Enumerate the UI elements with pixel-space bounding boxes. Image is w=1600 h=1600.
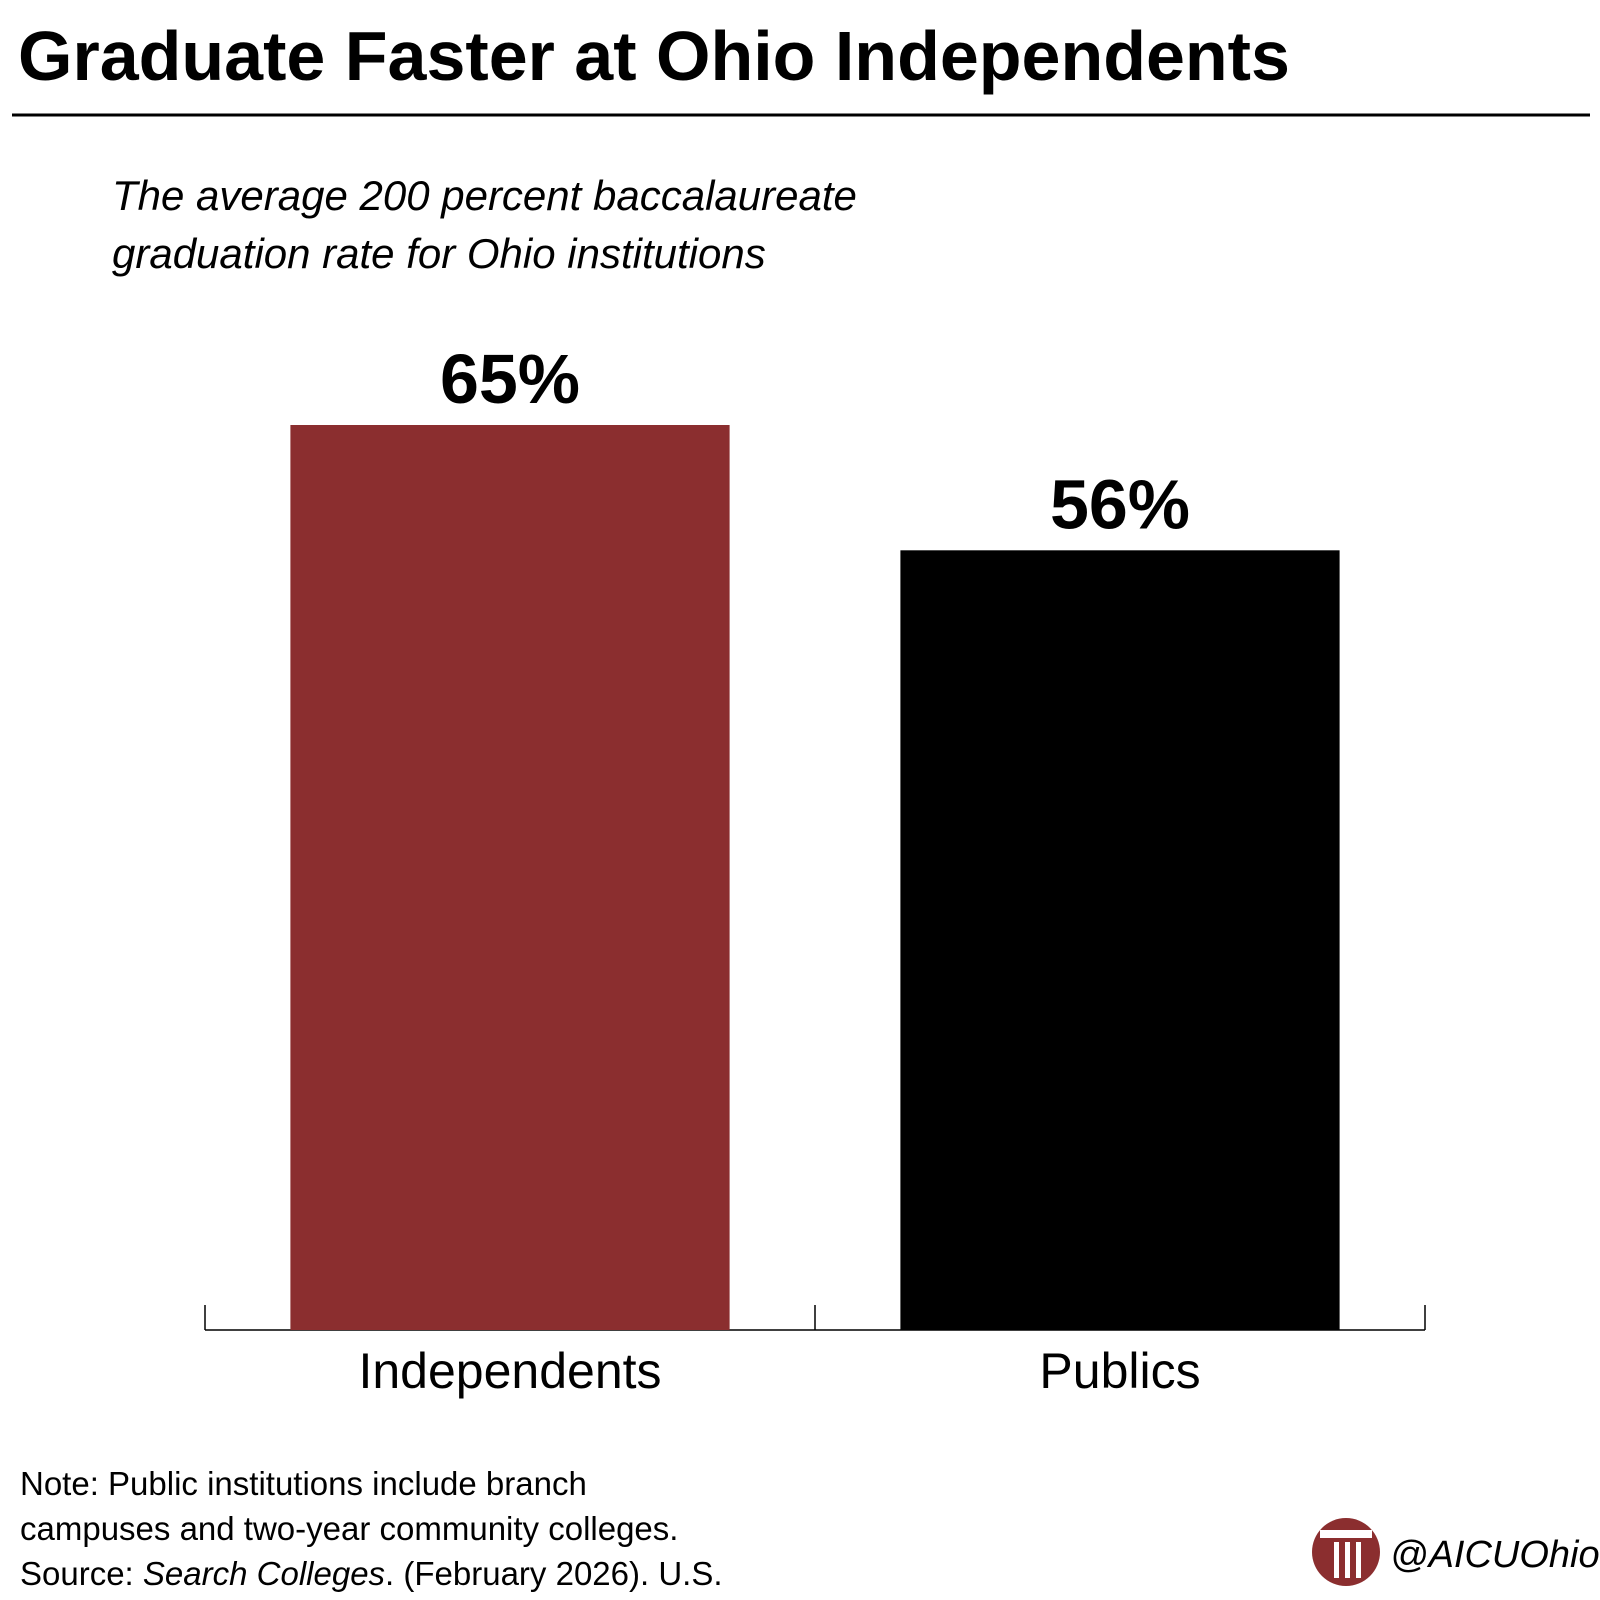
subtitle: graduation rate for Ohio institutions <box>112 230 766 277</box>
source-text: Search Colleges <box>143 1555 385 1592</box>
value-label: 65% <box>440 340 580 418</box>
chart-title: Graduate Faster at Ohio Independents <box>18 17 1290 95</box>
x-tick-label: Independents <box>358 1343 661 1399</box>
note: Note: Public institutions include branch <box>20 1465 587 1502</box>
logo <box>1312 1518 1380 1586</box>
handle: @AICUOhio <box>1390 1534 1600 1576</box>
bar <box>900 550 1340 1330</box>
source-text: . (February 2026). U.S. <box>385 1555 722 1592</box>
source: Source: Search Colleges. (February 2026)… <box>20 1555 723 1592</box>
note: campuses and two-year community colleges… <box>20 1510 678 1547</box>
source-text: Source: <box>20 1555 143 1592</box>
subtitle: The average 200 percent baccalaureate <box>112 172 857 219</box>
bar <box>290 425 730 1330</box>
value-label: 56% <box>1050 465 1190 543</box>
x-tick-label: Publics <box>1039 1343 1200 1399</box>
